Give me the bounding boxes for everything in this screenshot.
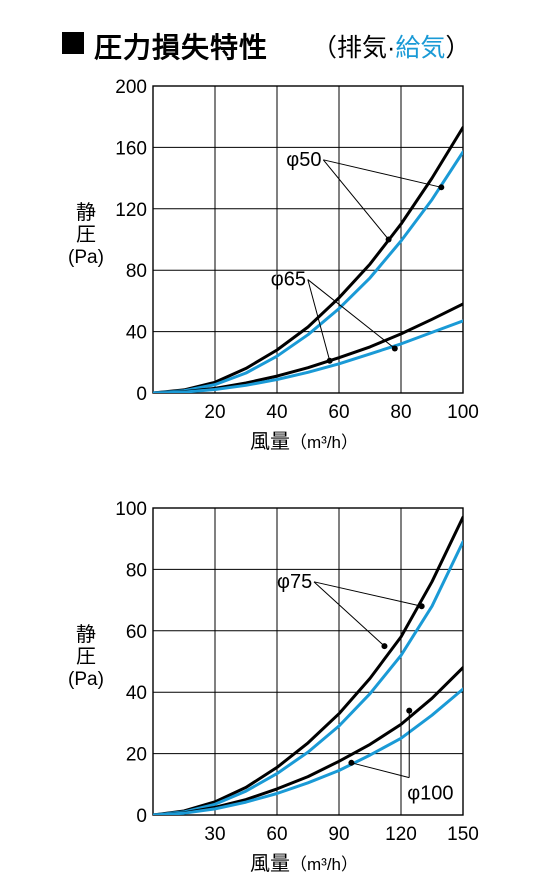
section-subtitle: （排気·給気）	[312, 28, 470, 64]
annotation-leader-line	[322, 159, 389, 240]
annotation-point	[385, 236, 392, 243]
x-axis-label-unit: （m³/h）	[290, 855, 358, 874]
y-tick-label: 60	[126, 622, 147, 643]
annotation-point	[326, 357, 333, 364]
annotation-point	[418, 603, 425, 610]
annotation-leader-line	[307, 279, 331, 361]
annotation-label: φ100	[407, 783, 453, 805]
x-tick-label: 40	[266, 402, 287, 423]
series-line-phi50-exhaust	[153, 125, 463, 393]
x-axis-label-main: 風量	[250, 853, 290, 875]
y-axis-label-part: 圧	[76, 224, 96, 246]
series-group	[153, 125, 463, 393]
y-tick-label: 80	[126, 261, 147, 282]
x-tick-label: 60	[328, 402, 349, 423]
annotation-leader-line	[351, 762, 410, 779]
series-line-phi65-supply	[153, 319, 463, 393]
y-tick-label: 80	[126, 560, 147, 581]
series-line-phi65-exhaust	[153, 302, 463, 393]
y-tick-label: 200	[115, 77, 147, 98]
x-tick-label: 100	[447, 402, 479, 423]
y-tick-label: 40	[126, 323, 147, 344]
x-tick-label: 20	[204, 402, 225, 423]
series-group	[153, 515, 463, 815]
y-tick-label: 40	[126, 683, 147, 704]
section-header: 圧力損失特性 （排気·給気）	[62, 26, 532, 66]
y-tick-label: 160	[115, 138, 147, 159]
x-axis-label-unit: （m³/h）	[290, 433, 358, 452]
x-tick-label: 80	[390, 402, 411, 423]
subtitle-close: ）	[445, 34, 471, 62]
square-bullet-icon	[62, 32, 84, 54]
annotation-point	[391, 345, 398, 352]
y-axis-label-unit: (Pa)	[68, 247, 104, 268]
y-tick-label: 20	[126, 745, 147, 766]
y-tick-label: 100	[115, 499, 147, 520]
annotation-point	[381, 643, 388, 650]
annotation-label: φ65	[271, 269, 306, 291]
section-title: 圧力損失特性	[94, 32, 269, 63]
annotation-label: φ50	[286, 149, 321, 171]
y-tick-label: 0	[136, 384, 147, 405]
annotation-label: φ75	[277, 571, 312, 593]
x-axis-label-main: 風量	[250, 431, 290, 453]
x-tick-label: 120	[385, 824, 417, 845]
annotation-point	[348, 759, 355, 766]
plot-frame	[152, 507, 464, 816]
plot-frame	[152, 85, 464, 394]
annotation-leader-line	[307, 279, 396, 349]
series-line-phi50-supply	[153, 150, 463, 393]
subtitle-supply: 給気	[395, 34, 446, 62]
x-axis-label: 風量（m³/h）	[250, 853, 358, 875]
series-line-phi100-supply	[153, 687, 463, 815]
annotation-point	[406, 707, 413, 714]
y-axis-label-part: 圧	[76, 646, 96, 668]
subtitle-open: （排気·	[312, 34, 396, 62]
series-line-phi75-supply	[153, 540, 463, 815]
x-axis-label: 風量（m³/h）	[250, 431, 358, 453]
y-axis-label-unit: (Pa)	[68, 669, 104, 690]
series-line-phi75-exhaust	[153, 515, 463, 815]
x-tick-label: 30	[204, 824, 225, 845]
y-axis-label-part: 静	[76, 623, 96, 646]
annotation-leader-line	[313, 581, 385, 647]
x-tick-label: 150	[447, 824, 479, 845]
x-tick-label: 60	[266, 824, 287, 845]
annotation-point	[438, 184, 445, 191]
y-tick-label: 120	[115, 200, 147, 221]
chart-2: 0 20 40 60 80 100 30 60 90 120 150 静圧(Pa) 風量（m³/h） φ7…	[68, 499, 479, 875]
chart-1: 0 40 80 120 160 200 20 40 60 80 100 静圧(Pa) 風量（m³/h） φ…	[68, 77, 479, 453]
y-axis-label-part: 静	[76, 201, 96, 224]
annotation-leader-line	[323, 159, 442, 188]
y-tick-label: 0	[136, 806, 147, 827]
annotation-leader-line	[313, 581, 422, 607]
x-tick-label: 90	[328, 824, 349, 845]
